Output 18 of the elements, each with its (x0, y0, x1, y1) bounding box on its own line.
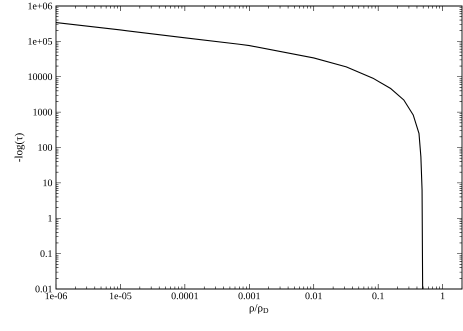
y-tick-label: 0.1 (40, 250, 52, 258)
y-axis-title: -log(τ) (14, 133, 25, 162)
x-tick-label: 0.0001 (172, 292, 198, 300)
x-tick-label: 1e-06 (46, 292, 68, 300)
y-tick-label: 1 (48, 214, 52, 222)
x-tick-label: 0.001 (238, 292, 260, 300)
x-tick-label: 1 (440, 292, 445, 300)
x-tick-label: 0.01 (305, 292, 322, 300)
y-tick-label: 1000 (33, 108, 52, 116)
y-tick-label: 10 (43, 180, 52, 186)
x-axis-title: ρ/ρ$_{D}$ (250, 304, 268, 314)
y-tick-label: 0.01 (35, 286, 52, 292)
y-tick-label: 1e+05 (28, 38, 52, 45)
y-tick-label: 1e+06 (28, 2, 52, 10)
y-tick-label: 100 (38, 144, 52, 151)
x-tick-label: 1e-05 (110, 292, 132, 300)
x-tick-label: 0.1 (372, 292, 384, 300)
y-tick-label: 10000 (28, 73, 52, 80)
